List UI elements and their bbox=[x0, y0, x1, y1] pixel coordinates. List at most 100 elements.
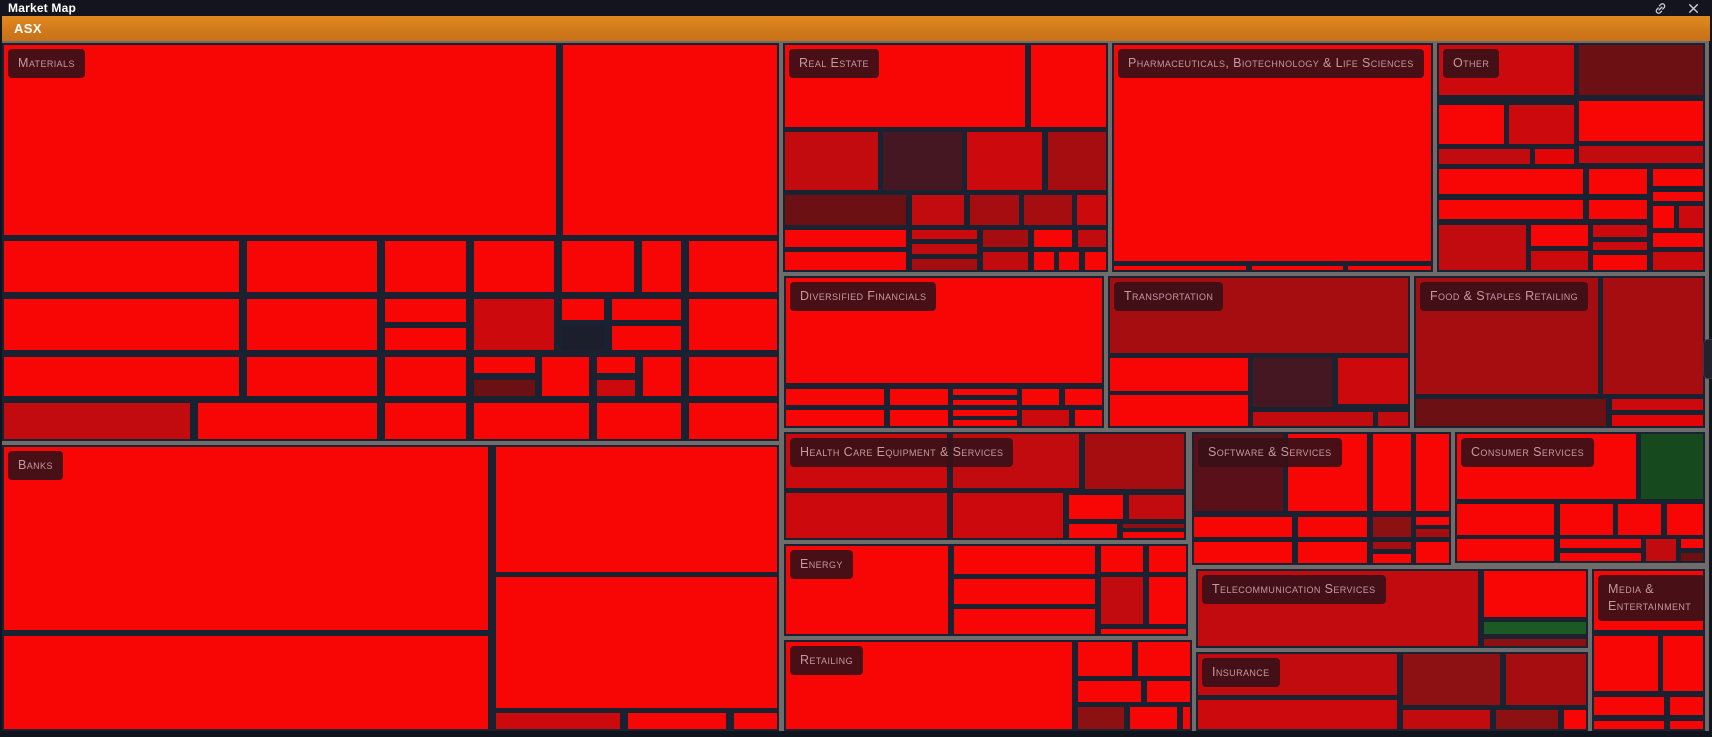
stock-tile[interactable] bbox=[1482, 569, 1588, 619]
sector-label-health-care-equipment-services[interactable]: Health Care Equipment & Services bbox=[790, 438, 1014, 467]
stock-tile[interactable] bbox=[1099, 575, 1145, 626]
stock-tile[interactable] bbox=[1066, 493, 1125, 522]
stock-tile[interactable] bbox=[783, 250, 909, 272]
stock-tile[interactable] bbox=[1120, 530, 1186, 540]
stock-tile[interactable] bbox=[1295, 539, 1370, 565]
stock-tile[interactable] bbox=[594, 354, 637, 376]
stock-tile[interactable] bbox=[1414, 539, 1451, 565]
stock-tile[interactable] bbox=[1370, 514, 1413, 540]
stock-tile[interactable] bbox=[2, 633, 490, 731]
stock-tile[interactable] bbox=[1507, 102, 1576, 146]
exchange-bar[interactable]: ASX bbox=[2, 16, 1710, 41]
stock-tile[interactable] bbox=[951, 576, 1098, 606]
stock-tile[interactable] bbox=[1401, 652, 1503, 708]
stock-tile[interactable] bbox=[245, 239, 379, 295]
stock-tile[interactable] bbox=[784, 408, 887, 428]
stock-tile[interactable] bbox=[1437, 197, 1586, 222]
stock-tile[interactable] bbox=[1577, 43, 1705, 97]
stock-tile[interactable] bbox=[493, 445, 779, 574]
stock-tile[interactable] bbox=[1146, 575, 1188, 626]
stock-tile[interactable] bbox=[1557, 550, 1643, 563]
stock-tile[interactable] bbox=[382, 400, 469, 441]
stock-tile[interactable] bbox=[1650, 204, 1676, 231]
stock-tile[interactable] bbox=[1586, 167, 1650, 197]
stock-tile[interactable] bbox=[561, 43, 779, 237]
stock-tile[interactable] bbox=[951, 544, 1098, 576]
stock-tile[interactable] bbox=[951, 418, 1019, 428]
sector-label-consumer-services[interactable]: Consumer Services bbox=[1461, 438, 1594, 467]
stock-tile[interactable] bbox=[1370, 432, 1413, 514]
stock-tile[interactable] bbox=[888, 386, 950, 408]
stock-tile[interactable] bbox=[1494, 708, 1561, 731]
stock-tile[interactable] bbox=[1108, 356, 1250, 393]
stock-tile[interactable] bbox=[1615, 502, 1664, 537]
stock-tile[interactable] bbox=[1295, 514, 1370, 540]
stock-tile[interactable] bbox=[951, 408, 1019, 418]
stock-tile[interactable] bbox=[382, 325, 469, 353]
stock-tile[interactable] bbox=[639, 239, 684, 295]
stock-tile[interactable] bbox=[1609, 397, 1705, 413]
stock-tile[interactable] bbox=[1251, 410, 1375, 428]
stock-tile[interactable] bbox=[1667, 718, 1705, 731]
stock-tile[interactable] bbox=[1029, 43, 1108, 129]
stock-tile[interactable] bbox=[1108, 393, 1250, 428]
stock-tile[interactable] bbox=[594, 400, 684, 441]
stock-tile[interactable] bbox=[783, 130, 880, 192]
stock-tile[interactable] bbox=[1099, 544, 1145, 575]
sector-label-retailing[interactable]: Retailing bbox=[790, 646, 863, 675]
stock-tile[interactable] bbox=[1592, 633, 1660, 693]
stock-tile[interactable] bbox=[1192, 539, 1295, 565]
stock-tile[interactable] bbox=[1126, 493, 1186, 522]
stock-tile[interactable] bbox=[967, 192, 1021, 227]
stock-tile[interactable] bbox=[784, 490, 949, 540]
stock-tile[interactable] bbox=[1678, 550, 1705, 563]
stock-tile[interactable] bbox=[687, 354, 779, 399]
stock-tile[interactable] bbox=[1196, 698, 1400, 731]
stock-tile[interactable] bbox=[1072, 408, 1104, 428]
stock-tile[interactable] bbox=[2, 445, 490, 633]
stock-tile[interactable] bbox=[1591, 252, 1650, 272]
stock-tile[interactable] bbox=[1650, 231, 1705, 250]
stock-tile[interactable] bbox=[1586, 197, 1650, 222]
stock-tile[interactable] bbox=[245, 296, 379, 353]
stock-tile[interactable] bbox=[687, 400, 779, 441]
stock-tile[interactable] bbox=[610, 296, 684, 322]
stock-tile[interactable] bbox=[1577, 143, 1705, 166]
stock-tile[interactable] bbox=[472, 354, 537, 376]
stock-tile[interactable] bbox=[472, 400, 591, 441]
stock-tile[interactable] bbox=[2, 43, 558, 237]
sector-label-other[interactable]: Other bbox=[1443, 49, 1500, 78]
stock-tile[interactable] bbox=[1591, 222, 1650, 240]
stock-tile[interactable] bbox=[1414, 432, 1451, 514]
stock-tile[interactable] bbox=[1020, 386, 1062, 408]
stock-tile[interactable] bbox=[1062, 386, 1104, 408]
stock-tile[interactable] bbox=[196, 400, 379, 441]
stock-tile[interactable] bbox=[472, 296, 556, 353]
stock-tile[interactable] bbox=[1650, 167, 1705, 189]
stock-tile[interactable] bbox=[1082, 249, 1108, 272]
stock-tile[interactable] bbox=[382, 296, 469, 324]
stock-tile[interactable] bbox=[1455, 502, 1557, 537]
stock-tile[interactable] bbox=[1370, 552, 1413, 565]
stock-tile[interactable] bbox=[950, 490, 1065, 540]
stock-tile[interactable] bbox=[1075, 704, 1126, 731]
stock-tile[interactable] bbox=[783, 192, 909, 227]
stock-tile[interactable] bbox=[540, 354, 591, 399]
stock-tile[interactable] bbox=[1145, 679, 1192, 704]
stock-tile[interactable] bbox=[640, 354, 684, 399]
stock-tile[interactable] bbox=[1146, 544, 1188, 575]
stock-tile[interactable] bbox=[1127, 704, 1179, 731]
stock-tile[interactable] bbox=[382, 239, 469, 295]
sector-label-media-entertainment[interactable]: Media & Entertainment bbox=[1598, 575, 1705, 621]
stock-tile[interactable] bbox=[732, 710, 779, 731]
panel-handle[interactable] bbox=[1703, 339, 1712, 379]
stock-tile[interactable] bbox=[1601, 276, 1705, 397]
stock-tile[interactable] bbox=[1066, 522, 1119, 540]
stock-tile[interactable] bbox=[1075, 192, 1108, 227]
stock-tile[interactable] bbox=[1437, 102, 1507, 146]
stock-tile[interactable] bbox=[951, 386, 1019, 397]
stock-tile[interactable] bbox=[1112, 43, 1433, 263]
stock-tile[interactable] bbox=[1376, 410, 1410, 428]
stock-tile[interactable] bbox=[1592, 694, 1666, 718]
sector-label-software-services[interactable]: Software & Services bbox=[1198, 438, 1342, 467]
